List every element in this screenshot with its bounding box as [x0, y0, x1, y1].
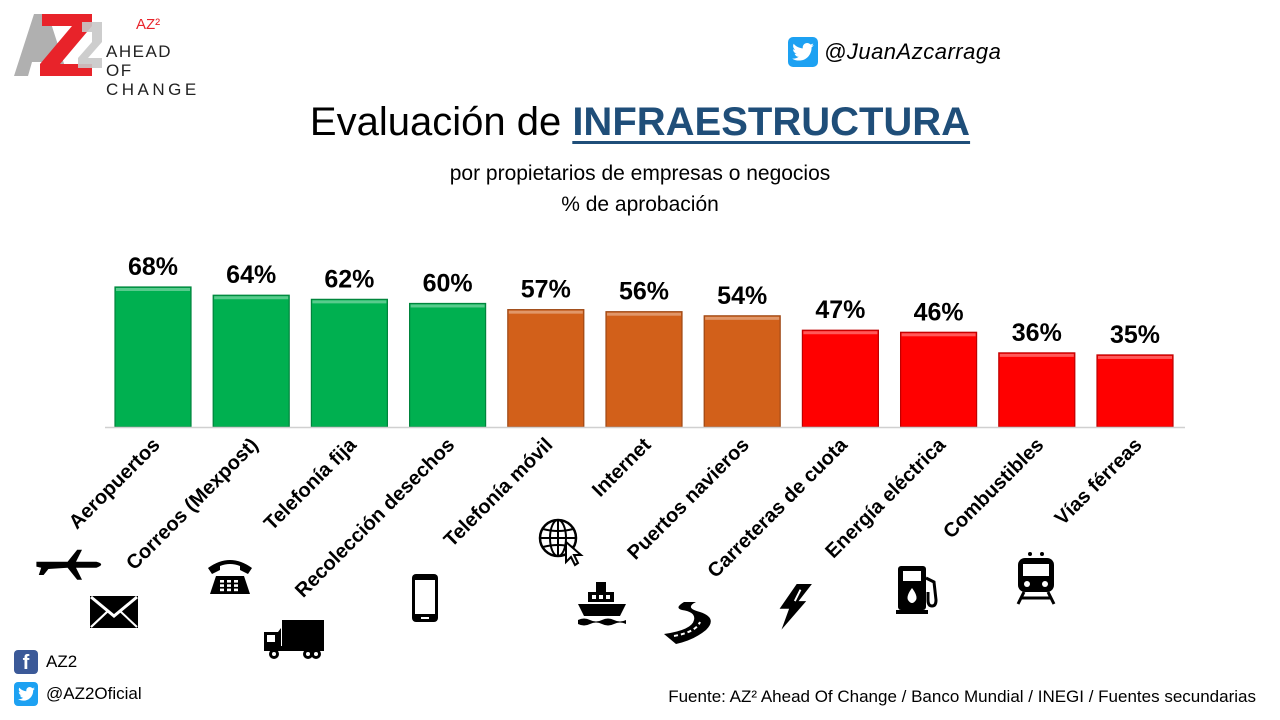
data-label-11: 35% — [1110, 321, 1160, 349]
data-label-7: 54% — [717, 282, 767, 310]
data-label-4: 60% — [423, 269, 473, 297]
category-label-1: Aeropuertos — [65, 434, 165, 534]
data-label-8: 47% — [815, 296, 865, 324]
telephone-icon — [208, 560, 252, 594]
chart-subtitle-line1: por propietarios de empresas o negocios — [449, 162, 831, 185]
train-icon — [1016, 552, 1056, 605]
category-label-6: Internet — [588, 434, 656, 502]
bar-6 — [605, 311, 683, 428]
chart-title-emphasis: INFRAESTRUCTURA — [572, 100, 971, 144]
data-label-3: 62% — [324, 265, 374, 293]
brand-logo: AZ² AHEAD OF CHANGE — [12, 12, 202, 99]
bar-10 — [998, 352, 1076, 428]
category-label-10: Combustibles — [939, 434, 1048, 543]
bar-5 — [507, 309, 585, 428]
lightning-icon — [779, 584, 812, 630]
bar-11 — [1096, 354, 1174, 428]
twitter-footer-label: @AZ2Oficial — [46, 684, 142, 703]
bar-highlight-5 — [508, 310, 583, 314]
data-label-2: 64% — [226, 261, 276, 289]
chart-subtitle-line2: % de aprobación — [561, 193, 719, 216]
bar-highlight-6 — [607, 312, 681, 316]
bar-2 — [212, 294, 290, 428]
bar-7 — [703, 315, 781, 428]
bar-highlight-1 — [116, 288, 190, 291]
bar-highlight-2 — [214, 296, 289, 300]
chart-subtitle: por propietarios de empresas o negocios … — [0, 158, 1280, 220]
facebook-icon: f — [14, 650, 38, 674]
bar-9 — [899, 331, 978, 428]
data-label-6: 56% — [619, 278, 669, 306]
globe-cursor-icon — [538, 518, 584, 567]
category-label-3: Telefonía fija — [260, 433, 362, 535]
source-note: Fuente: AZ² Ahead Of Change / Banco Mund… — [668, 687, 1256, 706]
road-icon — [664, 602, 711, 644]
airplane-icon — [36, 549, 102, 580]
twitter-link-footer[interactable]: @AZ2Oficial — [14, 682, 142, 706]
twitter-handle-header[interactable]: @JuanAzcarraga — [788, 37, 1001, 67]
facebook-link[interactable]: f AZ2 — [14, 650, 77, 674]
data-label-5: 57% — [521, 276, 571, 304]
logo-superscript: AZ² — [136, 16, 161, 33]
logo-tagline-line1: AHEAD OF — [106, 42, 173, 80]
logo-tagline: AHEAD OF CHANGE — [106, 42, 202, 99]
bar-4 — [409, 302, 487, 428]
bar-highlight-7 — [705, 316, 780, 320]
bar-3 — [310, 298, 388, 428]
bar-highlight-9 — [901, 333, 976, 337]
category-label-11: Vías férreas — [1051, 434, 1147, 530]
bar-8 — [801, 329, 880, 428]
data-label-1: 68% — [128, 253, 178, 281]
data-label-10: 36% — [1012, 319, 1062, 347]
facebook-label: AZ2 — [46, 652, 78, 671]
data-label-9: 46% — [914, 298, 964, 326]
bar-highlight-4 — [410, 304, 485, 308]
ship-icon — [578, 582, 626, 626]
chart-title-prefix: Evaluación de — [309, 100, 573, 144]
twitter-icon — [14, 682, 38, 706]
twitter-icon — [788, 37, 818, 67]
bar-highlight-8 — [803, 331, 878, 335]
mobile-phone-icon — [412, 574, 438, 622]
bar-highlight-10 — [999, 353, 1074, 357]
chart-title: Evaluación de INFRAESTRUCTURA — [0, 100, 1280, 145]
bar-1 — [114, 286, 192, 428]
az2-logo-icon — [14, 14, 102, 76]
envelope-icon — [90, 595, 138, 628]
bar-highlight-11 — [1098, 355, 1172, 359]
truck-icon — [264, 620, 324, 659]
twitter-handle-text: @JuanAzcarraga — [824, 39, 1002, 64]
fuel-pump-icon — [896, 566, 938, 614]
bar-highlight-3 — [312, 300, 387, 304]
logo-tagline-line2: CHANGE — [106, 80, 200, 99]
